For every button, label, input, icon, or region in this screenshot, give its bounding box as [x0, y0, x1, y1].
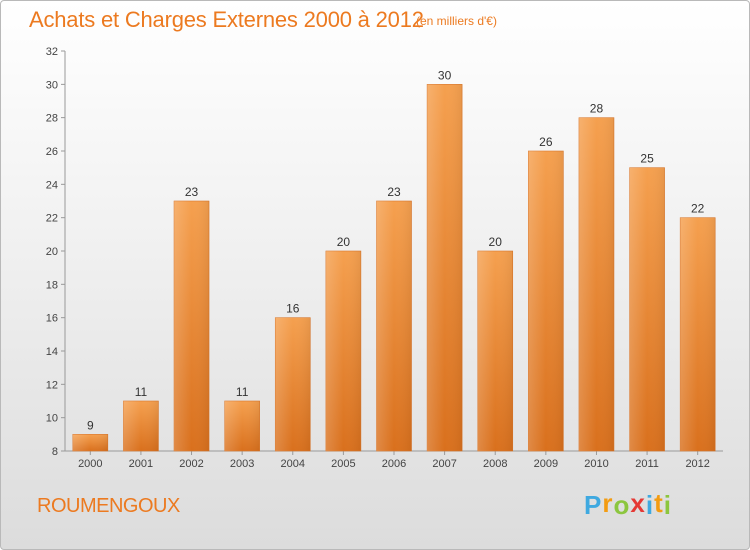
x-tick-label: 2011	[635, 458, 659, 470]
y-tick-label: 20	[46, 246, 58, 258]
x-tick-label: 2006	[382, 458, 406, 470]
bar-shade-2008	[477, 251, 513, 451]
x-tick-label: 2000	[78, 458, 102, 470]
data-label: 9	[87, 418, 94, 432]
data-label: 23	[185, 185, 199, 199]
bar-shade-2011	[629, 167, 665, 451]
logo-letter: o	[613, 490, 631, 520]
y-tick-label: 14	[46, 346, 58, 358]
commune-name: ROUMENGOUX	[37, 495, 180, 517]
x-tick-label: 2012	[685, 458, 709, 470]
chart-title: Achats et Charges Externes 2000 à 2012	[29, 7, 424, 32]
bar-shade-2005	[325, 251, 361, 451]
x-tick-label: 2001	[129, 458, 153, 470]
data-label: 20	[337, 235, 351, 249]
x-tick-label: 2004	[281, 458, 305, 470]
logo-letter: i	[645, 490, 655, 520]
logo-letter: P	[584, 490, 603, 520]
y-tick-label: 32	[46, 46, 58, 58]
data-label: 30	[438, 68, 452, 82]
bar-shade-2004	[275, 317, 311, 451]
bar-shade-2002	[174, 201, 210, 451]
y-tick-label: 8	[52, 446, 58, 458]
data-label: 20	[489, 235, 503, 249]
y-tick-label: 22	[46, 213, 58, 225]
logo-letter: x	[630, 488, 646, 518]
y-tick-label: 26	[46, 146, 58, 158]
data-label: 23	[387, 185, 401, 199]
data-label: 22	[691, 202, 705, 216]
bar-shade-2006	[376, 201, 412, 451]
x-tick-label: 2010	[584, 458, 608, 470]
bar-shade-2001	[123, 401, 159, 451]
y-tick-label: 28	[46, 113, 58, 125]
y-tick-label: 30	[46, 79, 58, 91]
logo-letter: r	[602, 488, 614, 518]
y-tick-label: 24	[46, 179, 58, 191]
y-tick-label: 10	[46, 413, 58, 425]
bar-shade-2012	[680, 217, 716, 451]
bar-shade-2009	[528, 151, 564, 451]
proxiti-logo: Proxiti	[584, 488, 672, 521]
data-label: 28	[590, 102, 604, 116]
data-label: 11	[135, 385, 148, 399]
x-tick-label: 2003	[230, 458, 254, 470]
x-tick-label: 2009	[534, 458, 558, 470]
bar-shade-2007	[427, 84, 463, 451]
data-label: 16	[286, 302, 300, 316]
y-tick-label: 16	[46, 313, 58, 325]
data-label: 11	[236, 385, 249, 399]
data-label: 25	[640, 152, 654, 166]
y-tick-label: 12	[46, 379, 58, 391]
x-tick-label: 2007	[432, 458, 456, 470]
bar-shade-2000	[72, 434, 108, 451]
x-tick-label: 2002	[179, 458, 203, 470]
data-label: 26	[539, 135, 553, 149]
bar-shade-2010	[578, 117, 614, 452]
chart-subtitle: (en milliers d'€)	[416, 14, 497, 28]
x-tick-label: 2008	[483, 458, 507, 470]
bar-shade-2003	[224, 401, 260, 451]
logo-letter: t	[654, 488, 664, 518]
x-tick-label: 2005	[331, 458, 355, 470]
logo-letter: i	[663, 490, 672, 520]
y-tick-label: 18	[46, 279, 58, 291]
